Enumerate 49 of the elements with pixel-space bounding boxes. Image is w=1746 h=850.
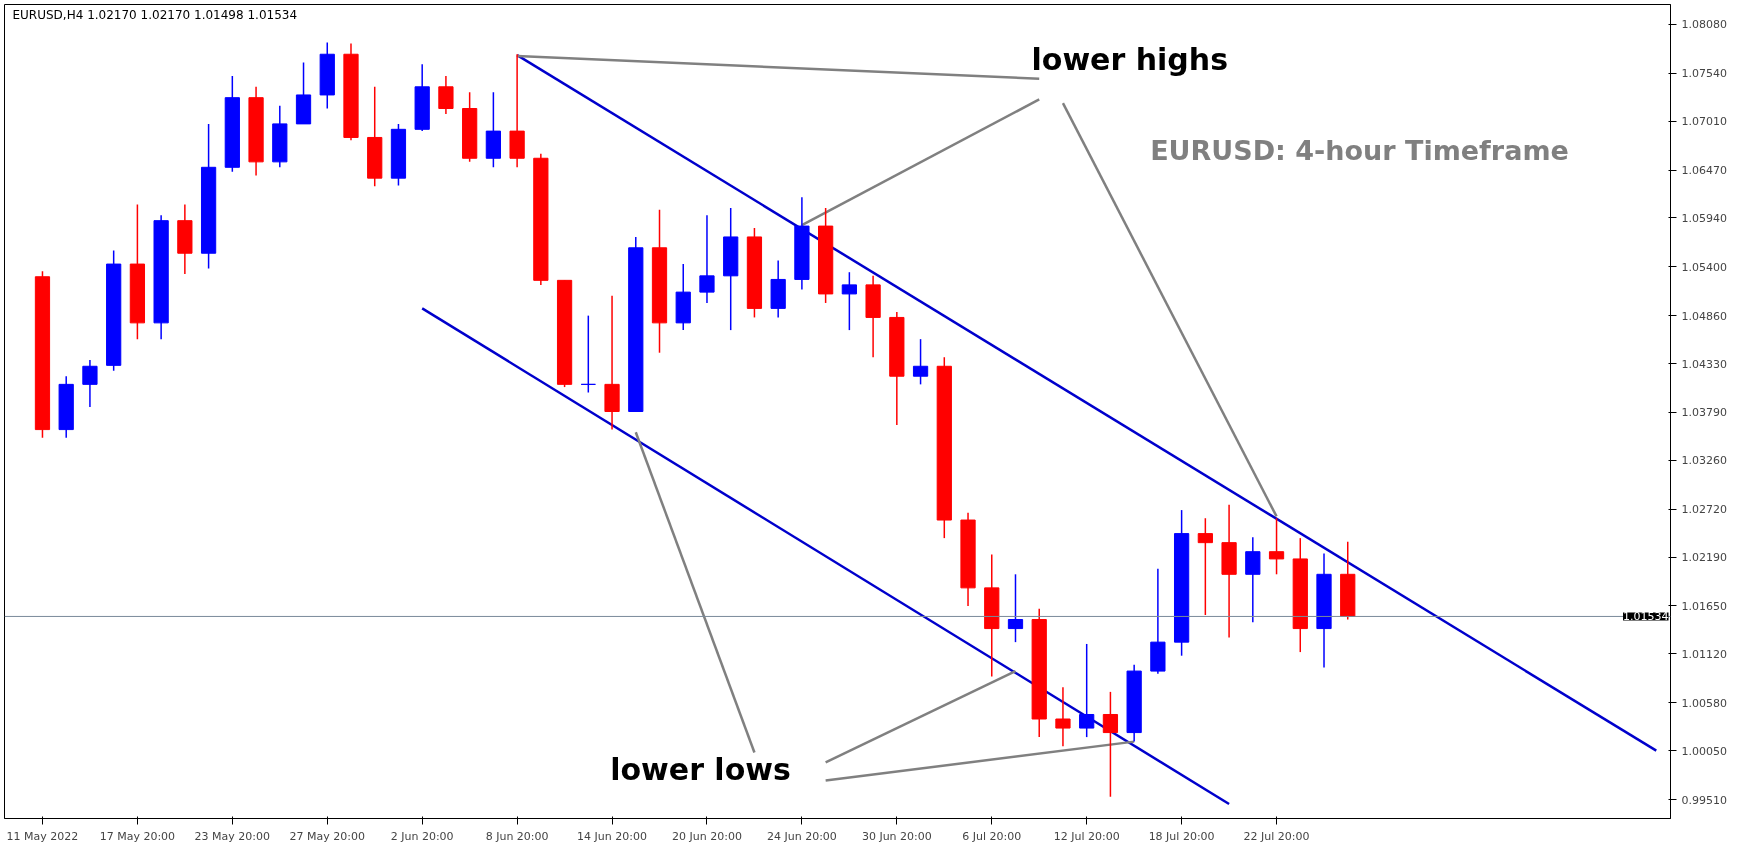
annotation: lower lows bbox=[610, 752, 791, 787]
ref-line-label: 1.01534 bbox=[1623, 610, 1669, 624]
y-tick-label: 1.04330 bbox=[1681, 357, 1727, 371]
annotation: EURUSD: 4-hour Timeframe bbox=[1150, 135, 1569, 166]
chart-title: EURUSD,H4 1.02170 1.02170 1.01498 1.01534 bbox=[12, 7, 298, 22]
y-tick-label: 1.04860 bbox=[1681, 309, 1727, 323]
y-tick-label: 1.06470 bbox=[1681, 164, 1727, 178]
y-tick-label: 0.99510 bbox=[1681, 793, 1727, 807]
candlestick bbox=[1245, 536, 1261, 623]
y-tick-label: 1.00050 bbox=[1681, 744, 1727, 758]
x-tick-label: 11 May 2022 bbox=[6, 829, 79, 843]
y-tick-label: 1.05400 bbox=[1681, 260, 1727, 274]
annotation: lower highs bbox=[1031, 42, 1229, 77]
candlestick bbox=[82, 359, 98, 408]
y-tick-label: 1.01120 bbox=[1681, 647, 1727, 661]
x-tick-label: 12 Jul 20:00 bbox=[1053, 829, 1120, 843]
x-tick-label: 22 Jul 20:00 bbox=[1243, 829, 1310, 843]
candlestick bbox=[1102, 691, 1119, 798]
y-tick-label: 1.03260 bbox=[1681, 454, 1727, 468]
candlestick bbox=[1055, 686, 1071, 747]
candlestick bbox=[1007, 573, 1024, 643]
x-tick-label: 30 Jun 20:00 bbox=[861, 829, 932, 843]
x-tick-label: 24 Jun 20:00 bbox=[766, 829, 837, 843]
candlestick bbox=[1197, 517, 1213, 616]
y-tick-label: 1.03790 bbox=[1681, 406, 1727, 420]
candlestick bbox=[1268, 517, 1285, 576]
x-tick-label: 17 May 20:00 bbox=[99, 829, 176, 843]
y-tick-label: 1.01650 bbox=[1681, 599, 1727, 613]
y-tick-label: 1.00580 bbox=[1681, 696, 1727, 710]
y-tick-label: 1.05940 bbox=[1681, 211, 1727, 225]
y-tick-label: 1.02190 bbox=[1681, 551, 1727, 565]
candlestick bbox=[699, 214, 715, 304]
x-tick-label: 20 Jun 20:00 bbox=[672, 829, 742, 843]
x-tick-label: 6 Jul 20:00 bbox=[962, 829, 1022, 843]
y-tick-label: 1.07540 bbox=[1681, 67, 1727, 81]
y-tick-label: 1.08080 bbox=[1681, 18, 1727, 32]
x-tick-label: 18 Jul 20:00 bbox=[1148, 829, 1215, 843]
candlestick bbox=[1079, 643, 1095, 738]
x-tick-label: 14 Jun 20:00 bbox=[577, 829, 647, 843]
candlestick bbox=[912, 338, 929, 386]
x-tick-label: 8 Jun 20:00 bbox=[485, 829, 549, 843]
y-tick-label: 1.02720 bbox=[1681, 503, 1727, 517]
y-tick-label: 1.07010 bbox=[1681, 115, 1727, 129]
x-tick-label: 23 May 20:00 bbox=[194, 829, 271, 843]
x-tick-label: 27 May 20:00 bbox=[289, 829, 365, 843]
candlestick bbox=[438, 75, 454, 115]
candlestick bbox=[580, 314, 596, 394]
candlestick bbox=[841, 271, 857, 331]
x-tick-label: 2 Jun 20:00 bbox=[390, 829, 454, 843]
